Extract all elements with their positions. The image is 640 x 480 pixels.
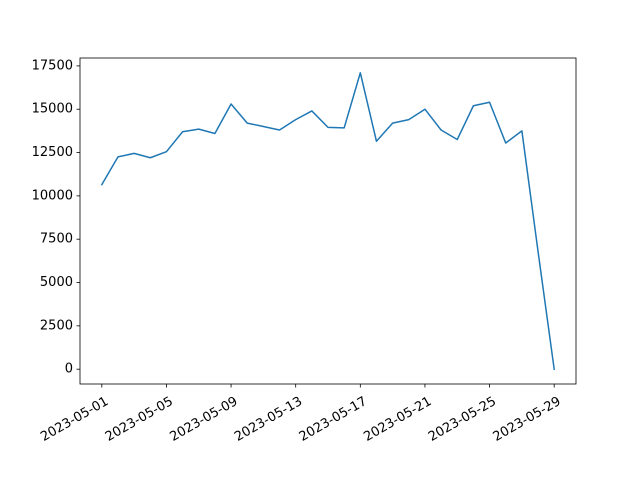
y-tick-label: 10000 — [32, 188, 73, 203]
data-point — [100, 183, 103, 186]
y-tick-label: 0 — [65, 362, 73, 377]
data-point — [440, 129, 443, 132]
data-point — [327, 126, 330, 129]
data-point — [472, 104, 475, 107]
data-point — [181, 130, 184, 133]
data-point — [537, 250, 540, 253]
data-point — [423, 108, 426, 111]
data-point — [359, 71, 362, 74]
series-line — [100, 72, 556, 371]
data-point — [278, 129, 281, 132]
data-point — [553, 368, 556, 371]
data-point — [116, 155, 119, 158]
data-point — [504, 142, 507, 145]
y-tick-label: 7500 — [40, 232, 73, 247]
y-tick-label: 12500 — [32, 145, 73, 160]
data-point — [213, 132, 216, 135]
y-tick-label: 5000 — [40, 275, 73, 290]
data-point — [262, 125, 265, 128]
data-point — [133, 152, 136, 155]
data-point — [343, 126, 346, 129]
y-tick-label: 2500 — [40, 318, 73, 333]
axes-frame — [79, 57, 577, 385]
data-point — [310, 109, 313, 112]
data-point — [391, 122, 394, 125]
data-point — [520, 129, 523, 132]
data-point — [456, 138, 459, 141]
data-point — [294, 118, 297, 121]
data-point — [165, 150, 168, 153]
data-point — [149, 156, 152, 159]
data-point — [407, 118, 410, 121]
y-tick-label: 15000 — [32, 102, 73, 117]
y-axis-ticks: 0 2500 5000 7500 10000 12500 15000 17500 — [32, 58, 80, 377]
data-point — [197, 128, 200, 131]
data-point — [230, 103, 233, 106]
data-point — [375, 140, 378, 143]
data-point — [246, 122, 249, 125]
plot-area — [80, 58, 576, 384]
axes-background — [80, 58, 576, 384]
data-point — [488, 101, 491, 104]
y-tick-label: 17500 — [32, 58, 73, 73]
